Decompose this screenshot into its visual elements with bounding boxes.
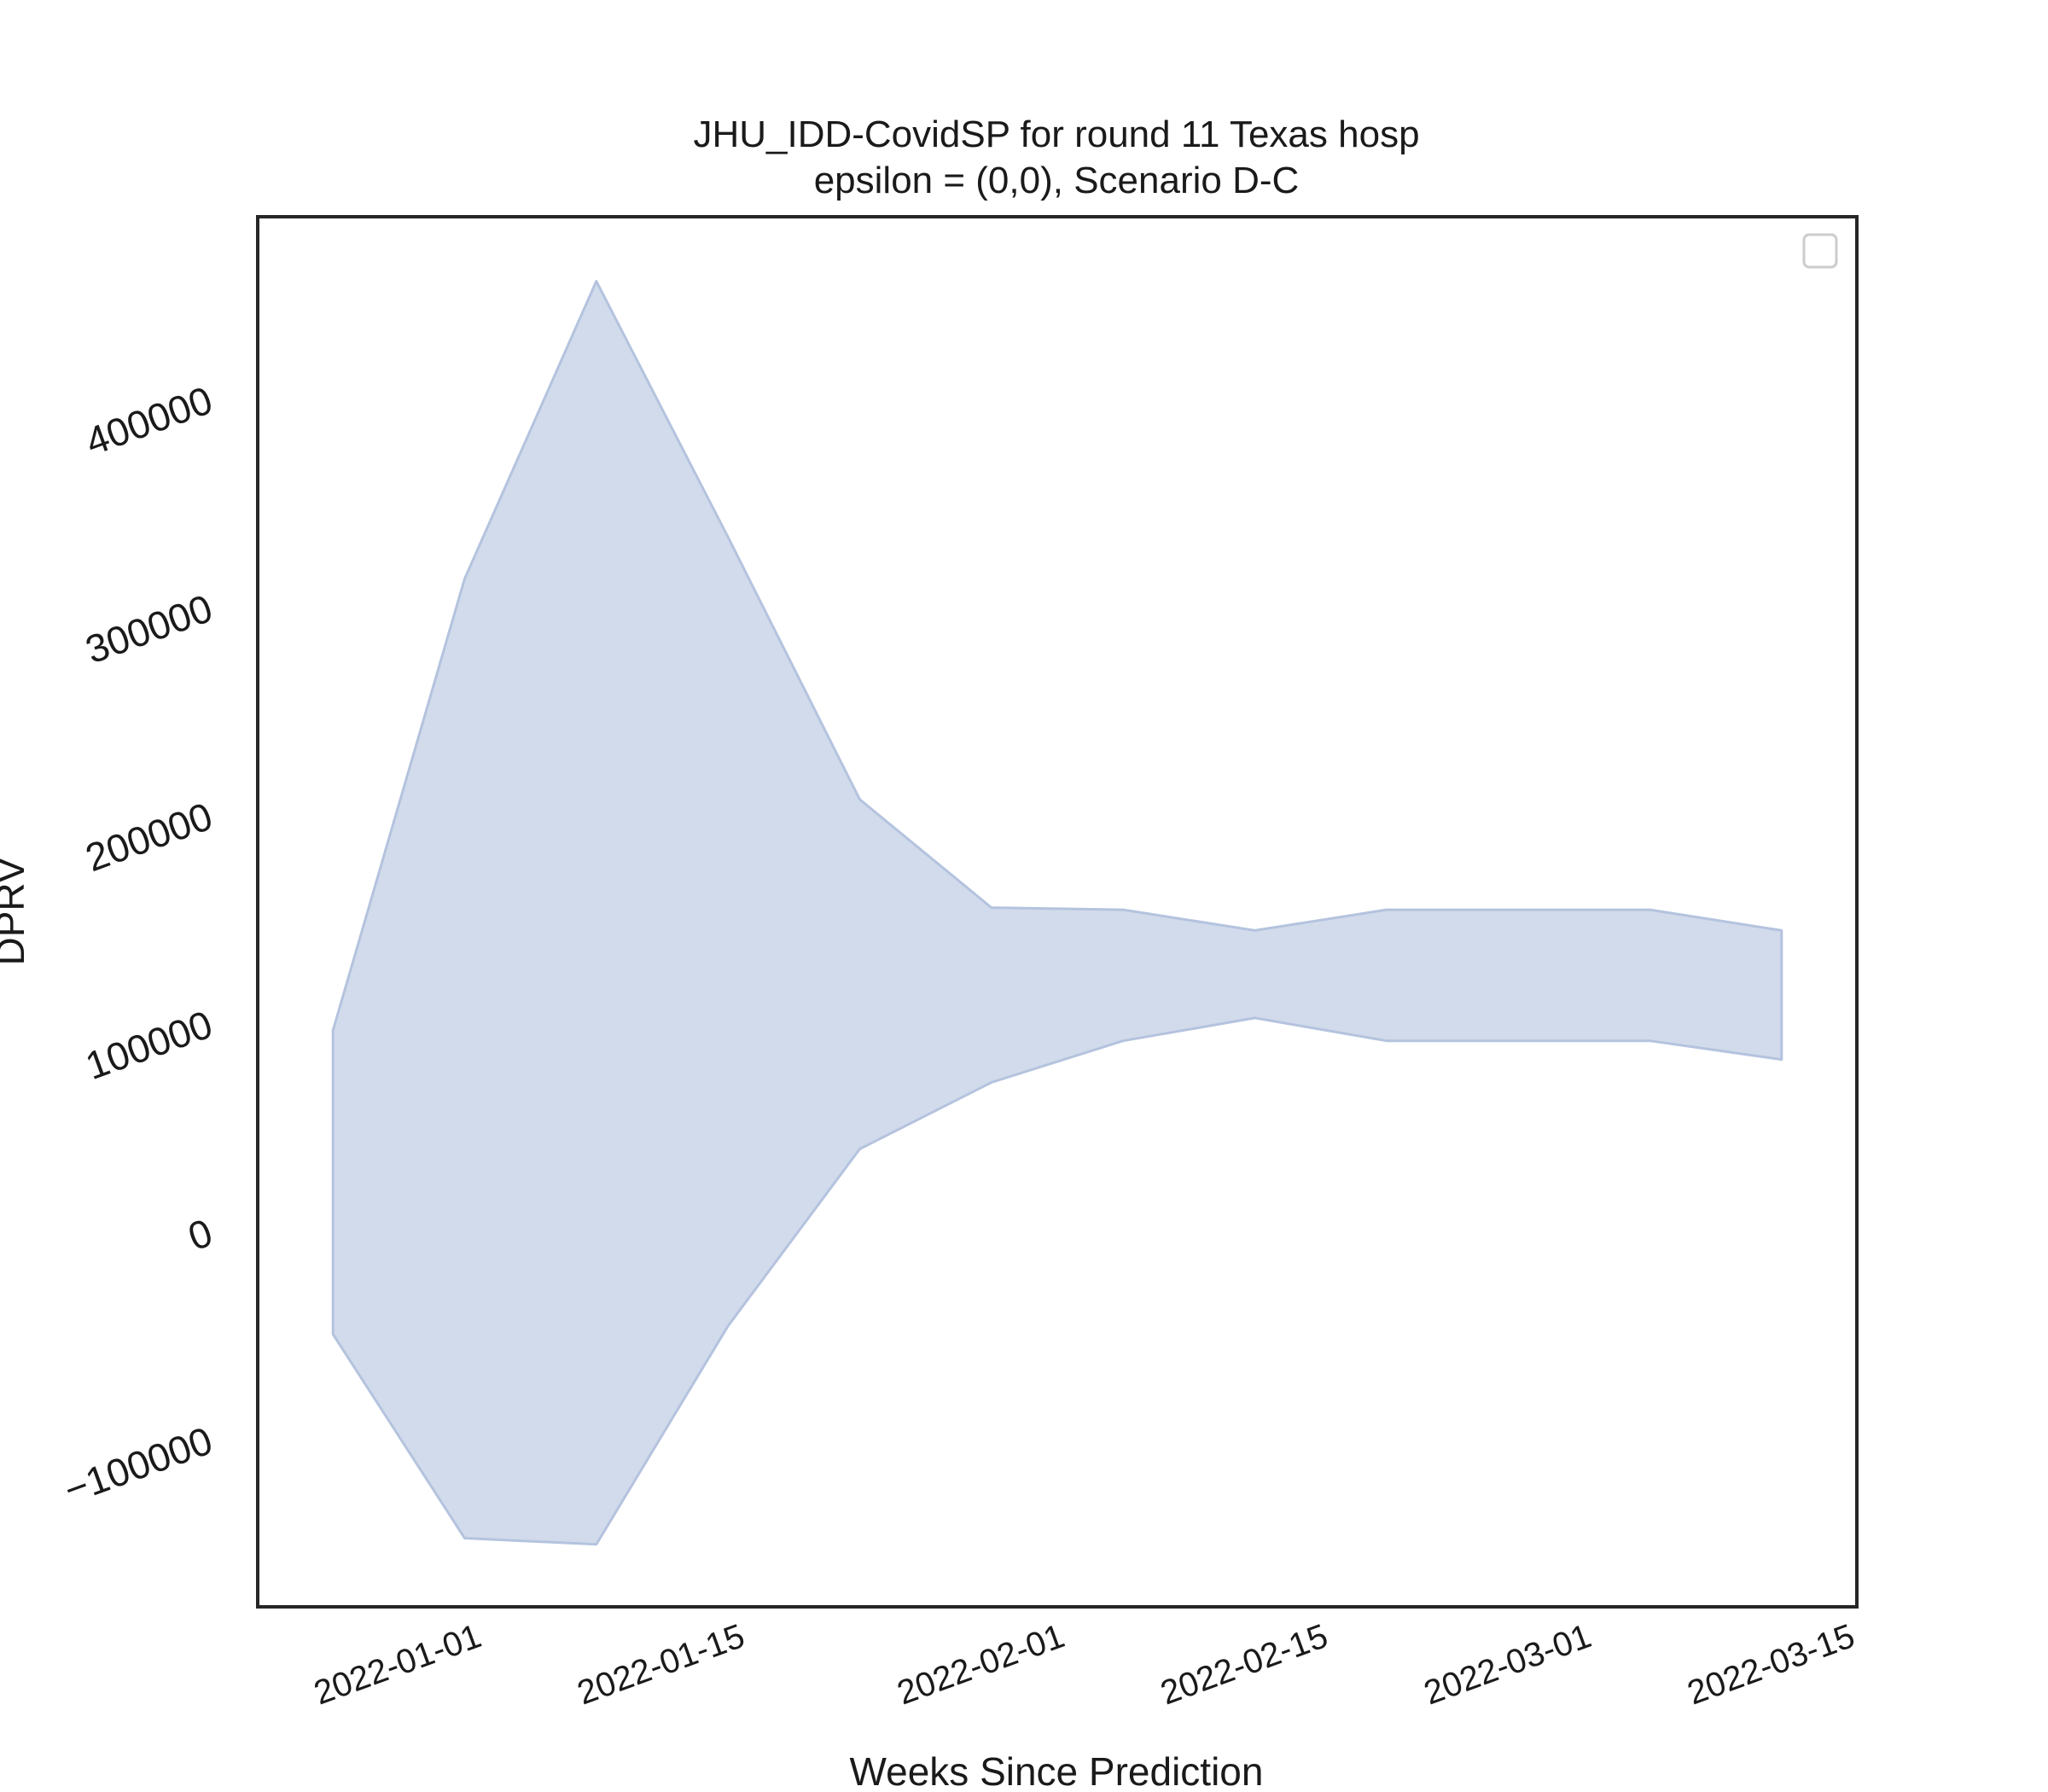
confidence-band (331, 280, 1783, 1546)
x-tick-label: 2022-01-01 (309, 1617, 486, 1712)
confidence-band-layer (331, 280, 1783, 1546)
legend-box (1802, 233, 1838, 269)
x-tick-label: 2022-03-01 (1419, 1617, 1596, 1712)
chart-title-line1: JHU_IDD-CovidSP for round 11 Texas hosp (693, 113, 1419, 155)
x-tick-label: 2022-02-01 (893, 1617, 1069, 1712)
chart-title-line2: epsilon = (0,0), Scenario D-C (814, 160, 1300, 201)
y-tick-labels: −100000 0 100000 200000 300000 400000 (58, 377, 218, 1512)
y-tick-label: −100000 (58, 1418, 218, 1513)
x-tick-labels: 2022-01-01 2022-01-15 2022-02-01 2022-02-15… (309, 1617, 1859, 1712)
x-tick-label: 2022-02-15 (1155, 1617, 1332, 1712)
x-axis-label: Weeks Since Prediction (850, 1749, 1264, 1792)
y-tick-label: 0 (183, 1210, 218, 1260)
y-tick-label: 400000 (79, 377, 218, 463)
x-tick-label: 2022-01-15 (573, 1617, 749, 1712)
plot-frame (256, 215, 1859, 1609)
y-tick-label: 200000 (79, 794, 218, 880)
y-axis-label: DPRV (0, 857, 32, 965)
y-tick-label: 300000 (79, 585, 218, 672)
y-tick-label: 100000 (79, 1002, 218, 1088)
x-tick-label: 2022-03-15 (1683, 1617, 1859, 1712)
